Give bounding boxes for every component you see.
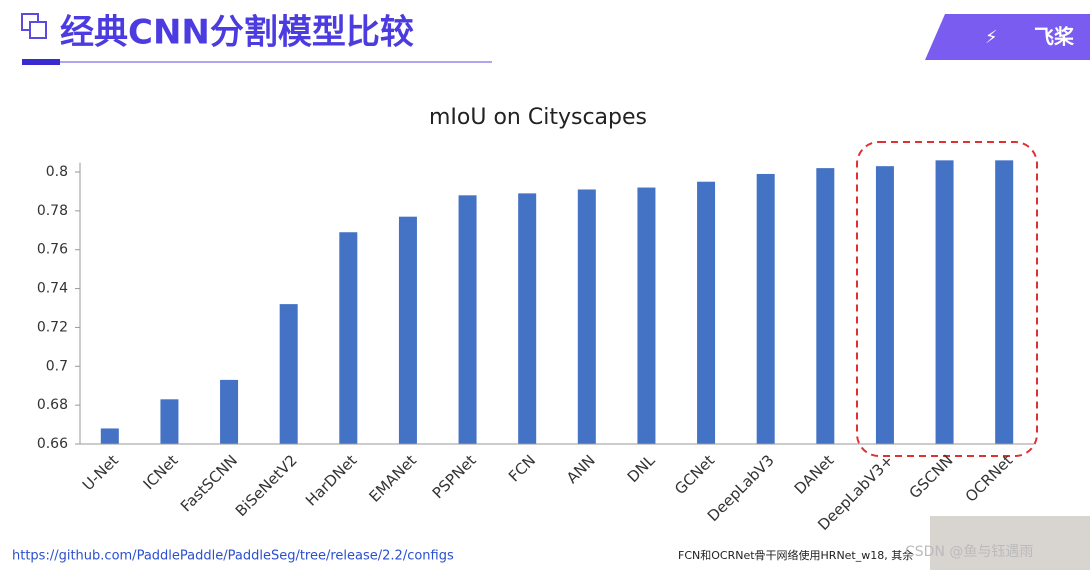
bar <box>577 189 596 444</box>
logo-bg <box>925 14 1090 60</box>
slide-title: 经典CNN分割模型比较 <box>60 13 414 53</box>
title-icon <box>29 21 47 39</box>
y-tick-label: 0.7 <box>46 358 68 374</box>
bar <box>637 187 656 445</box>
y-tick-label: 0.66 <box>37 436 68 452</box>
title-rule-accent <box>22 59 60 65</box>
highlight-box <box>856 141 1038 457</box>
footer-note: FCN和OCRNet骨干网络使用HRNet_w18, 其余 <box>678 548 913 562</box>
bar <box>220 379 239 444</box>
bar <box>458 195 477 444</box>
bar <box>935 160 954 445</box>
bar <box>160 399 179 444</box>
bar <box>756 173 775 444</box>
chart-title: mIoU on Cityscapes <box>429 105 647 130</box>
footer-link[interactable]: https://github.com/PaddlePaddle/PaddleSe… <box>12 549 454 564</box>
logo-mark: ⚡ <box>985 27 998 48</box>
bar <box>995 160 1014 445</box>
bar <box>339 232 358 444</box>
bar <box>697 181 716 444</box>
y-tick-label: 0.8 <box>46 164 68 180</box>
y-tick-label: 0.76 <box>37 242 68 258</box>
bar <box>100 428 119 444</box>
y-tick-label: 0.74 <box>37 281 68 297</box>
bar <box>816 168 835 444</box>
webcam <box>930 516 1090 570</box>
bar <box>875 166 894 444</box>
watermark: CSDN @鱼与钰遇雨 <box>905 543 1033 560</box>
y-tick-label: 0.78 <box>37 203 68 219</box>
logo: 飞桨 <box>1034 25 1075 49</box>
y-tick-label: 0.72 <box>37 319 68 335</box>
y-tick-label: 0.68 <box>37 397 68 413</box>
bar <box>398 216 417 444</box>
bar <box>518 193 537 444</box>
bar <box>279 304 298 444</box>
